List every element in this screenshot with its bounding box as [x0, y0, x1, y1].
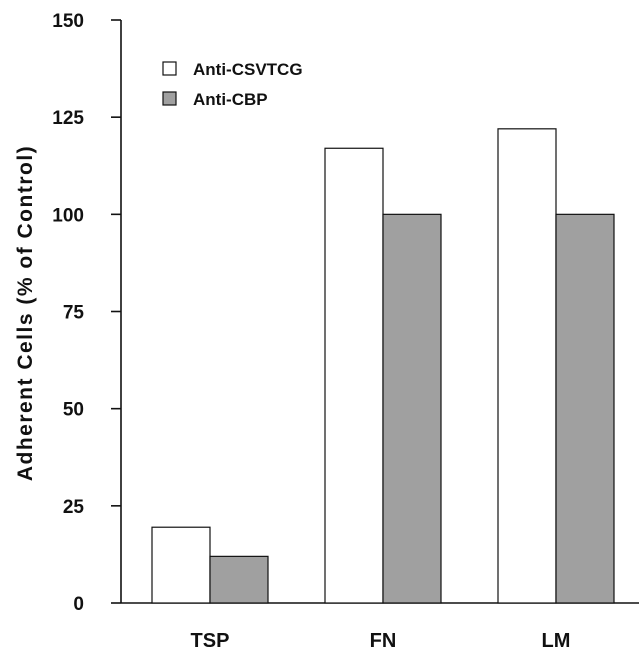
legend-swatch — [162, 91, 177, 106]
y-tick-label: 125 — [52, 108, 84, 129]
legend-swatch — [162, 61, 177, 76]
bar-tsp-anti-csvtcg — [151, 526, 211, 604]
bar-tsp-anti-cbp — [209, 555, 269, 604]
x-category-label: LM — [542, 630, 571, 652]
legend: Anti-CSVTCG Anti-CBP — [162, 60, 303, 109]
legend-label: Anti-CSVTCG — [193, 60, 303, 79]
y-tick-label: 100 — [52, 205, 84, 226]
bar-fn-anti-csvtcg — [324, 147, 384, 604]
x-category-label: TSP — [191, 630, 230, 652]
bar-lm-anti-cbp — [555, 213, 615, 604]
bar-fn-anti-cbp — [382, 213, 442, 604]
legend-label: Anti-CBP — [193, 90, 268, 109]
y-tick-label: 75 — [63, 303, 85, 324]
y-tick-label: 150 — [52, 11, 84, 32]
bar-lm-anti-csvtcg — [497, 128, 557, 604]
y-tick-label: 25 — [63, 497, 85, 518]
x-axis: TSP FN LM — [121, 602, 639, 652]
y-tick-label: 0 — [73, 594, 84, 615]
bars — [151, 128, 615, 604]
y-tick-label: 50 — [63, 400, 84, 421]
x-category-label: FN — [370, 630, 397, 652]
y-axis: 0 25 50 75 100 125 150 — [52, 11, 122, 615]
y-axis-title: Adherent Cells (% of Control) — [14, 145, 37, 481]
